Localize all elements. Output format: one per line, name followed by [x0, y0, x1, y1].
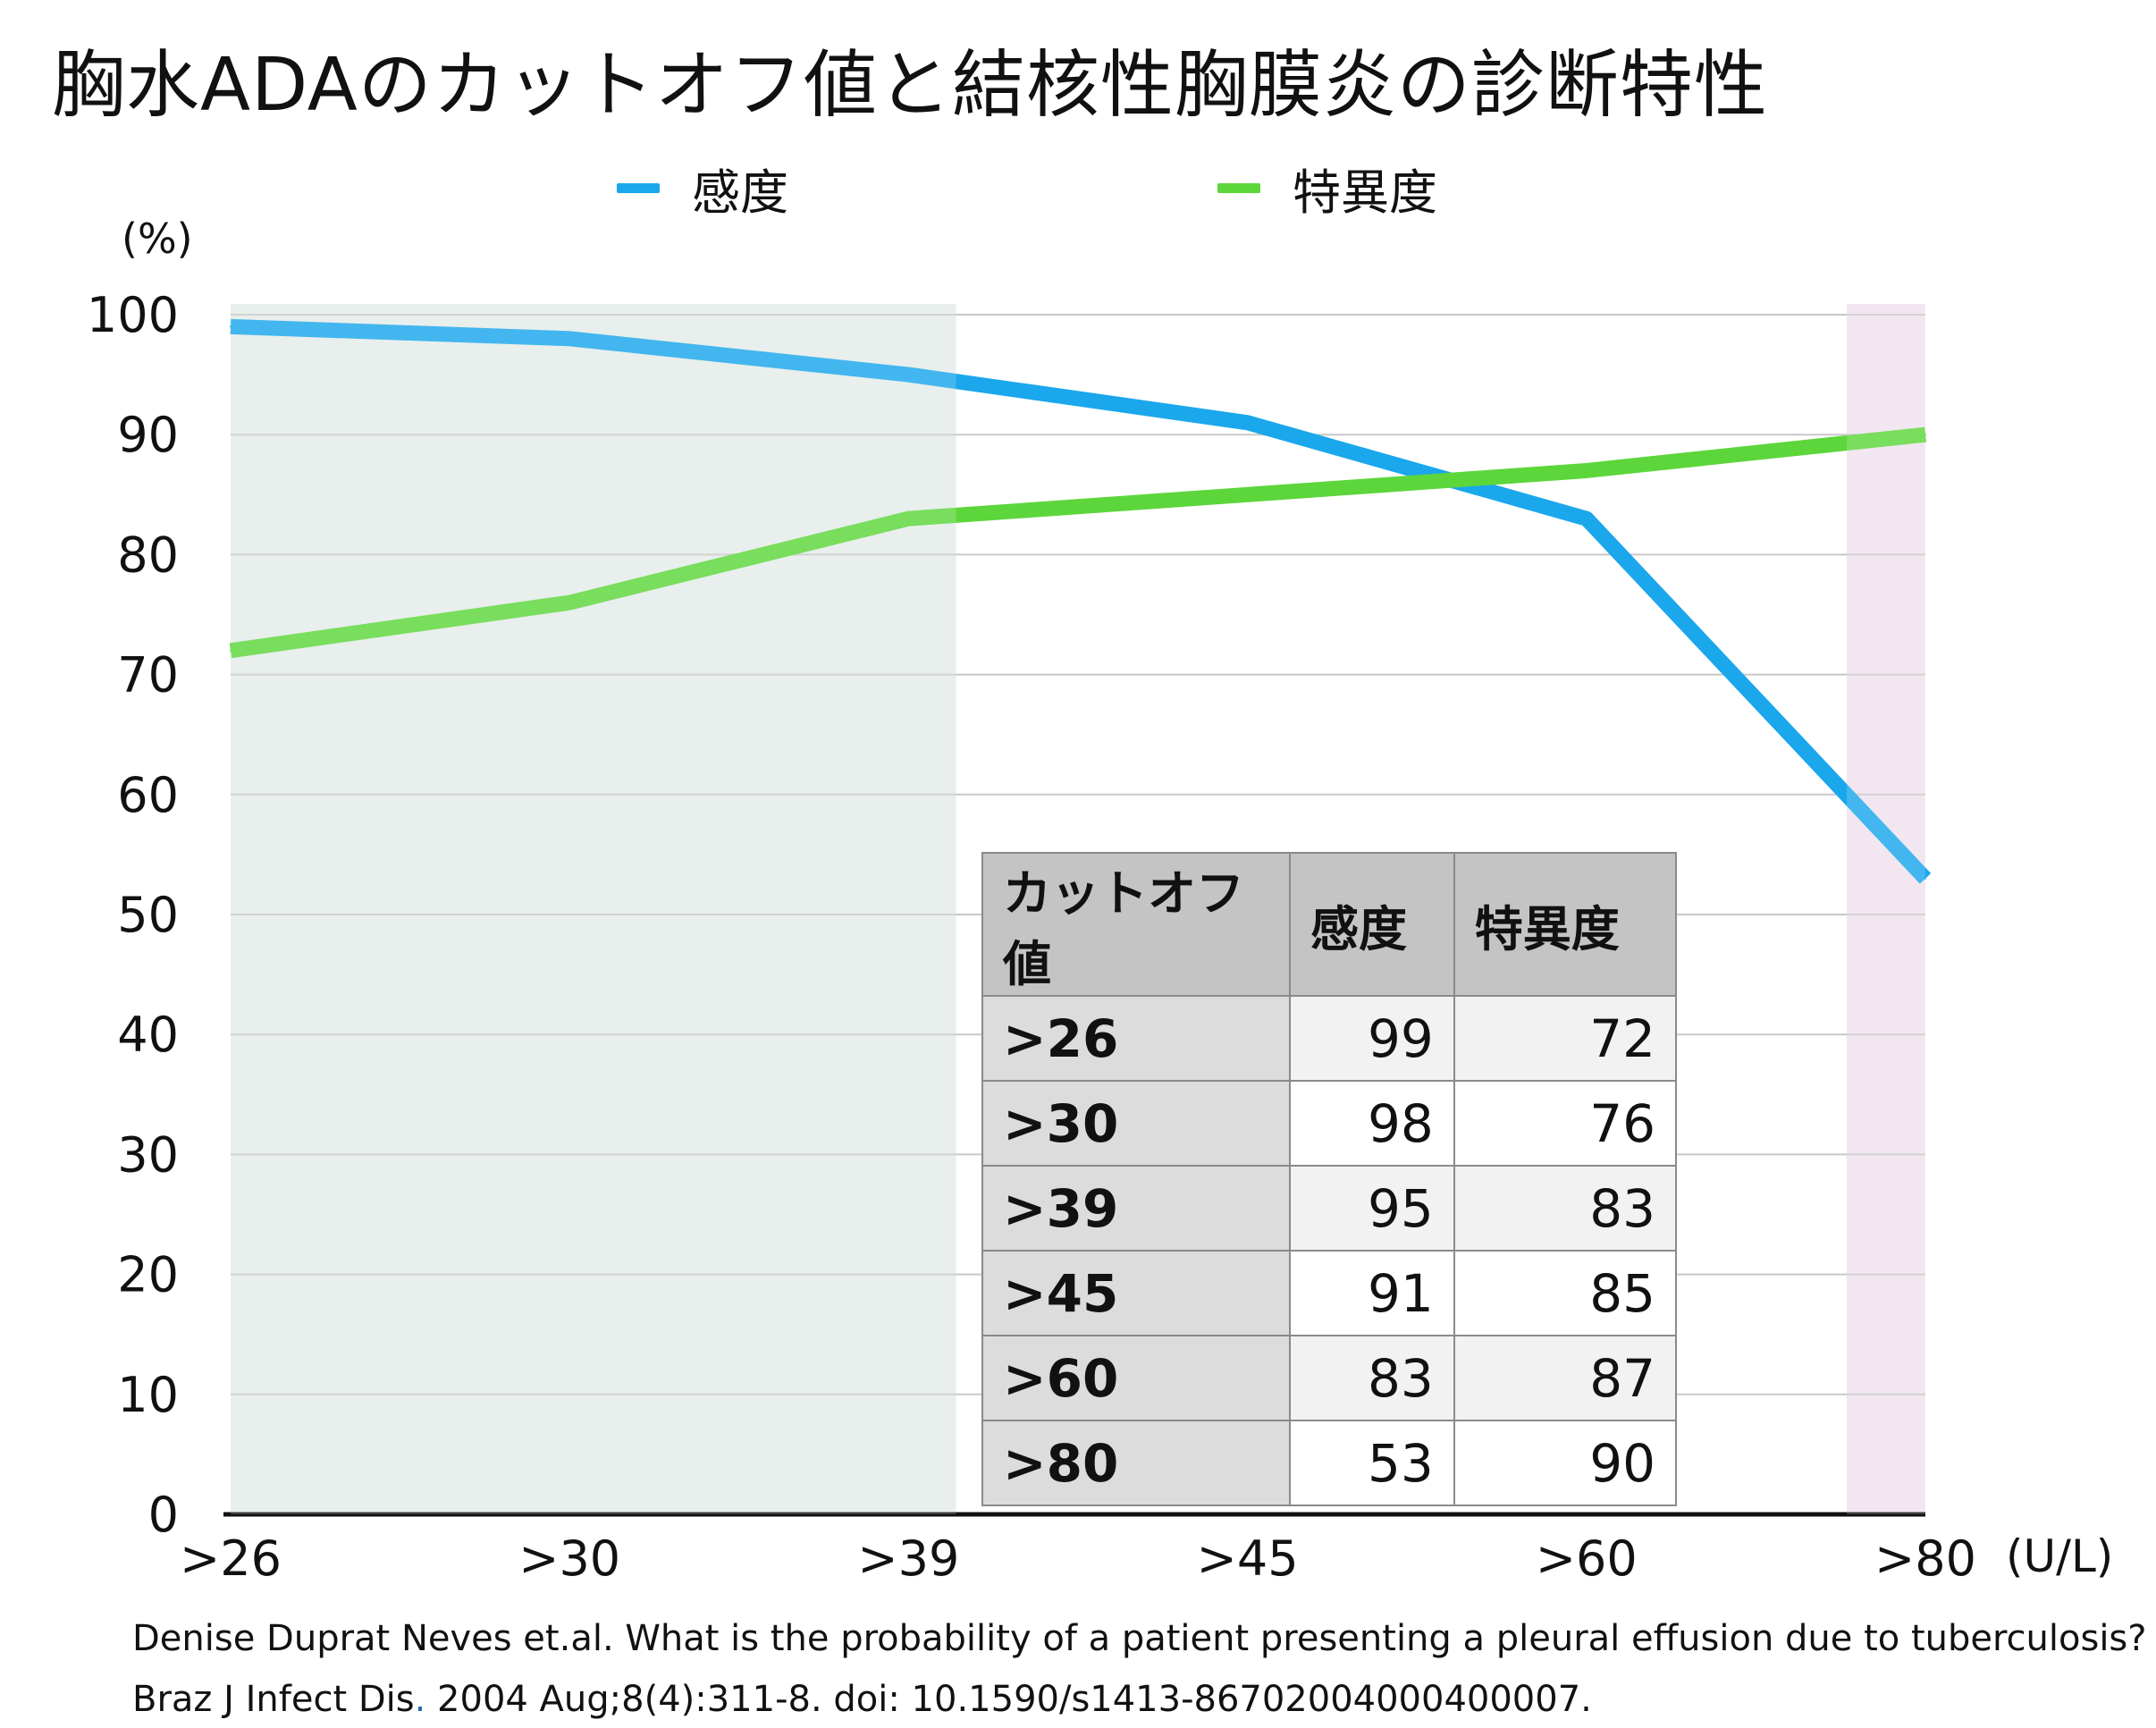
x-axis-unit: (U/L) [2006, 1530, 2114, 1582]
citation-line-1: Denise Duprat Neves et.al. What is the p… [132, 1618, 2147, 1659]
table-cell-cutoff: >26 [981, 995, 1291, 1082]
citation-journal: Braz J Infect Dis [132, 1679, 415, 1720]
y-tick-label: 30 [117, 1126, 179, 1183]
table-cell-specificity: 87 [1453, 1335, 1678, 1421]
data-point-sensitivity [1924, 877, 1926, 880]
series-line-sensitivity [230, 318, 1932, 884]
shaded-region-overlay [231, 304, 956, 1514]
table-row: >60 83 87 [981, 1335, 1678, 1421]
table-cell-sensitivity: 99 [1289, 995, 1455, 1082]
table-header-cutoff: カットオフ値 [981, 852, 1291, 997]
legend-item-sensitivity: 感度 [617, 156, 788, 221]
table-cell-sensitivity: 95 [1289, 1165, 1455, 1252]
data-point-sensitivity [1585, 518, 1588, 520]
data-point-specificity [907, 518, 910, 520]
y-tick-label: 0 [148, 1487, 179, 1543]
data-point-sensitivity [1246, 421, 1249, 424]
legend-swatch-specificity [1217, 182, 1260, 193]
y-tick-label: 20 [117, 1247, 179, 1303]
table-cell-cutoff: >45 [981, 1250, 1291, 1336]
y-tick-label: 10 [117, 1367, 179, 1423]
table-cell-cutoff: >80 [981, 1420, 1291, 1506]
series-line-specificity [229, 426, 1926, 659]
table-row: >80 53 90 [981, 1420, 1678, 1506]
y-tick-label: 90 [117, 407, 179, 463]
x-tick-label: >30 [518, 1530, 620, 1587]
data-point-specificity [568, 602, 571, 604]
x-tick-label: >45 [1197, 1530, 1299, 1587]
data-point-sensitivity [230, 325, 232, 328]
citation-details: 2004 Aug;8(4):311-8. doi: 10.1590/s1413-… [425, 1679, 1592, 1720]
data-point-specificity [230, 649, 232, 652]
y-tick-label: 80 [117, 527, 179, 583]
data-table: カットオフ値 感度 特異度 >26 99 72 >30 98 76 >39 95… [981, 852, 1678, 1506]
table-row: >30 98 76 [981, 1080, 1678, 1167]
table-header-specificity: 特異度 [1453, 852, 1678, 997]
table-cell-specificity: 90 [1453, 1420, 1678, 1506]
table-cell-cutoff: >39 [981, 1165, 1291, 1252]
x-tick-label: >60 [1536, 1530, 1638, 1587]
y-tick-label: 100 [87, 287, 179, 343]
table-header-sensitivity: 感度 [1289, 852, 1455, 997]
x-tick-label: >80 [1874, 1530, 1976, 1587]
x-tick-label: >39 [857, 1530, 959, 1587]
y-tick-label: 70 [117, 647, 179, 704]
citation-line-2: Braz J Infect Dis. 2004 Aug;8(4):311-8. … [132, 1679, 1592, 1720]
data-point-sensitivity [568, 337, 571, 340]
table-cell-cutoff: >60 [981, 1335, 1291, 1421]
table-cell-specificity: 72 [1453, 995, 1678, 1082]
x-tick-label: >26 [180, 1530, 282, 1587]
table-cell-specificity: 83 [1453, 1165, 1678, 1252]
data-point-specificity [1246, 493, 1249, 496]
table-cell-sensitivity: 91 [1289, 1250, 1455, 1336]
shaded-region [1847, 304, 1925, 1514]
y-axis-unit: (%) [122, 215, 193, 263]
shaded-region-overlay [1847, 304, 1925, 1514]
table-cell-sensitivity: 83 [1289, 1335, 1455, 1421]
table-cell-cutoff: >30 [981, 1080, 1291, 1167]
table-header-row: カットオフ値 感度 特異度 [981, 852, 1678, 997]
table-cell-sensitivity: 53 [1289, 1420, 1455, 1506]
table-row: >45 91 85 [981, 1250, 1678, 1336]
data-point-specificity [1585, 469, 1588, 472]
legend-swatch-sensitivity [617, 182, 660, 193]
table-cell-specificity: 85 [1453, 1250, 1678, 1336]
chart-title: 胸水ADAのカットオフ値と結核性胸膜炎の診断特性 [52, 43, 1768, 128]
y-tick-label: 60 [117, 767, 179, 823]
table-row: >26 99 72 [981, 995, 1678, 1082]
table-cell-sensitivity: 98 [1289, 1080, 1455, 1167]
legend-label-sensitivity: 感度 [692, 164, 788, 221]
shaded-region [231, 304, 956, 1514]
data-point-specificity [1924, 434, 1926, 436]
legend-label-specificity: 特異度 [1293, 164, 1437, 221]
citation-dot: . [414, 1679, 426, 1720]
legend-item-specificity: 特異度 [1217, 156, 1437, 221]
y-tick-label: 50 [117, 887, 179, 943]
y-tick-label: 40 [117, 1007, 179, 1063]
data-point-sensitivity [907, 374, 910, 376]
table-row: >39 95 83 [981, 1165, 1678, 1252]
table-cell-specificity: 76 [1453, 1080, 1678, 1167]
